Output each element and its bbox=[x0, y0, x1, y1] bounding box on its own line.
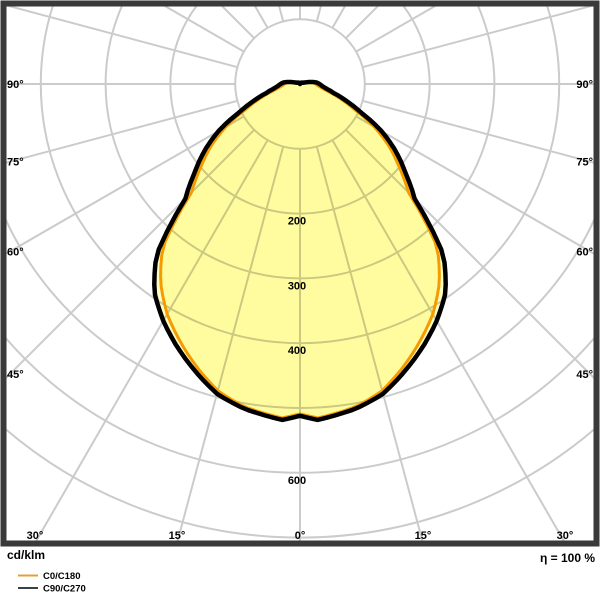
grid-spoke-45 bbox=[345, 129, 594, 379]
grid-spoke-120 bbox=[355, 6, 437, 53]
angle-label-right-90: 90° bbox=[576, 79, 593, 91]
ring-label-200: 200 bbox=[288, 216, 306, 228]
angle-label-right-75: 75° bbox=[576, 157, 593, 169]
plot-labels: 200 300 400 600 90° 90° 75° 75° 60° 60° 45° 45° 30° 1… bbox=[7, 79, 593, 542]
angle-label-right-45: 45° bbox=[576, 369, 593, 381]
ring-label-400: 400 bbox=[288, 345, 306, 357]
unit-label: cd/klm bbox=[7, 548, 45, 562]
ring-label-300: 300 bbox=[288, 280, 306, 292]
angle-label-left-90: 90° bbox=[7, 79, 24, 91]
grid-spoke-15 bbox=[315, 146, 424, 541]
grid-spoke-240 bbox=[163, 6, 245, 53]
angle-label-left-75: 75° bbox=[7, 157, 24, 169]
legend-label-c90-c270: C90/C270 bbox=[43, 584, 86, 595]
legend: C0/C180 C90/C270 bbox=[18, 571, 86, 595]
angle-label-right-60: 60° bbox=[576, 246, 593, 258]
angle-label-bottom-l30: 30° bbox=[27, 530, 44, 542]
grid-spoke-255 bbox=[6, 6, 238, 69]
grid-spoke-60 bbox=[355, 115, 594, 255]
angle-label-bottom-r30: 30° bbox=[557, 530, 574, 542]
angle-label-left-45: 45° bbox=[7, 369, 24, 381]
efficiency-label: η = 100 % bbox=[540, 551, 595, 565]
grid-spoke-330 bbox=[35, 139, 269, 541]
ring-label-600: 600 bbox=[288, 475, 306, 487]
grid-spoke-30 bbox=[331, 139, 565, 541]
grid-spoke-315 bbox=[6, 129, 255, 379]
grid-spoke-75 bbox=[362, 99, 594, 164]
grid-spoke-285 bbox=[6, 99, 238, 164]
angle-label-bottom-r0: 0° bbox=[295, 530, 306, 542]
grid-spoke-300 bbox=[6, 115, 245, 255]
curve-c90-c270 bbox=[152, 79, 448, 423]
angle-label-left-60: 60° bbox=[7, 246, 24, 258]
angle-label-bottom-r15: 15° bbox=[415, 530, 432, 542]
grid-spoke-105 bbox=[362, 6, 594, 69]
angle-label-bottom-l15: 15° bbox=[169, 530, 186, 542]
legend-label-c0-c180: C0/C180 bbox=[43, 571, 81, 582]
grid-spoke-345 bbox=[176, 146, 285, 541]
